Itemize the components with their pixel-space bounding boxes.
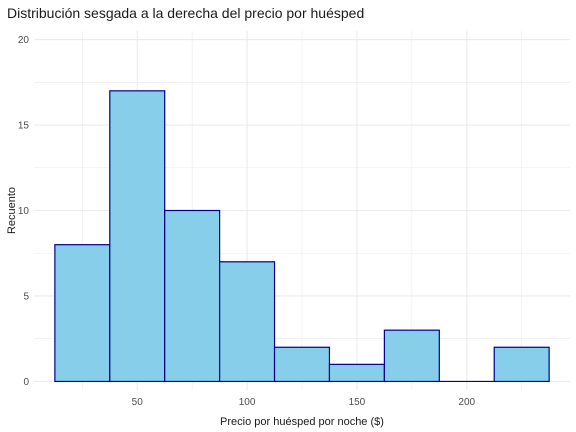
histogram-bar [54, 244, 111, 383]
histogram-bar [273, 346, 331, 383]
y-tick-label: 20 [18, 35, 30, 46]
histogram-bar [109, 90, 166, 383]
histogram-bar [493, 346, 550, 383]
x-tick-labels: 50 100 150 200 [132, 397, 476, 408]
histogram-bar [219, 261, 276, 383]
x-tick-label: 150 [349, 397, 366, 408]
y-tick-label: 15 [18, 121, 30, 132]
histogram-bar [164, 209, 221, 383]
x-tick-label: 200 [458, 397, 475, 408]
x-axis-title: Precio por huésped por noche ($) [220, 416, 384, 428]
y-tick-labels: 0 5 10 15 20 [18, 35, 30, 388]
x-tick-label: 50 [132, 397, 144, 408]
x-tick-label: 100 [239, 397, 256, 408]
histogram-bars [54, 90, 550, 383]
histogram-bar [328, 363, 385, 383]
y-tick-label: 5 [23, 291, 29, 302]
chart-title: Distribución sesgada a la derecha del pr… [7, 5, 365, 21]
y-tick-label: 0 [23, 377, 29, 388]
y-axis-title: Recuento [6, 187, 18, 234]
histogram-bar [383, 329, 440, 383]
y-tick-label: 10 [18, 206, 30, 217]
